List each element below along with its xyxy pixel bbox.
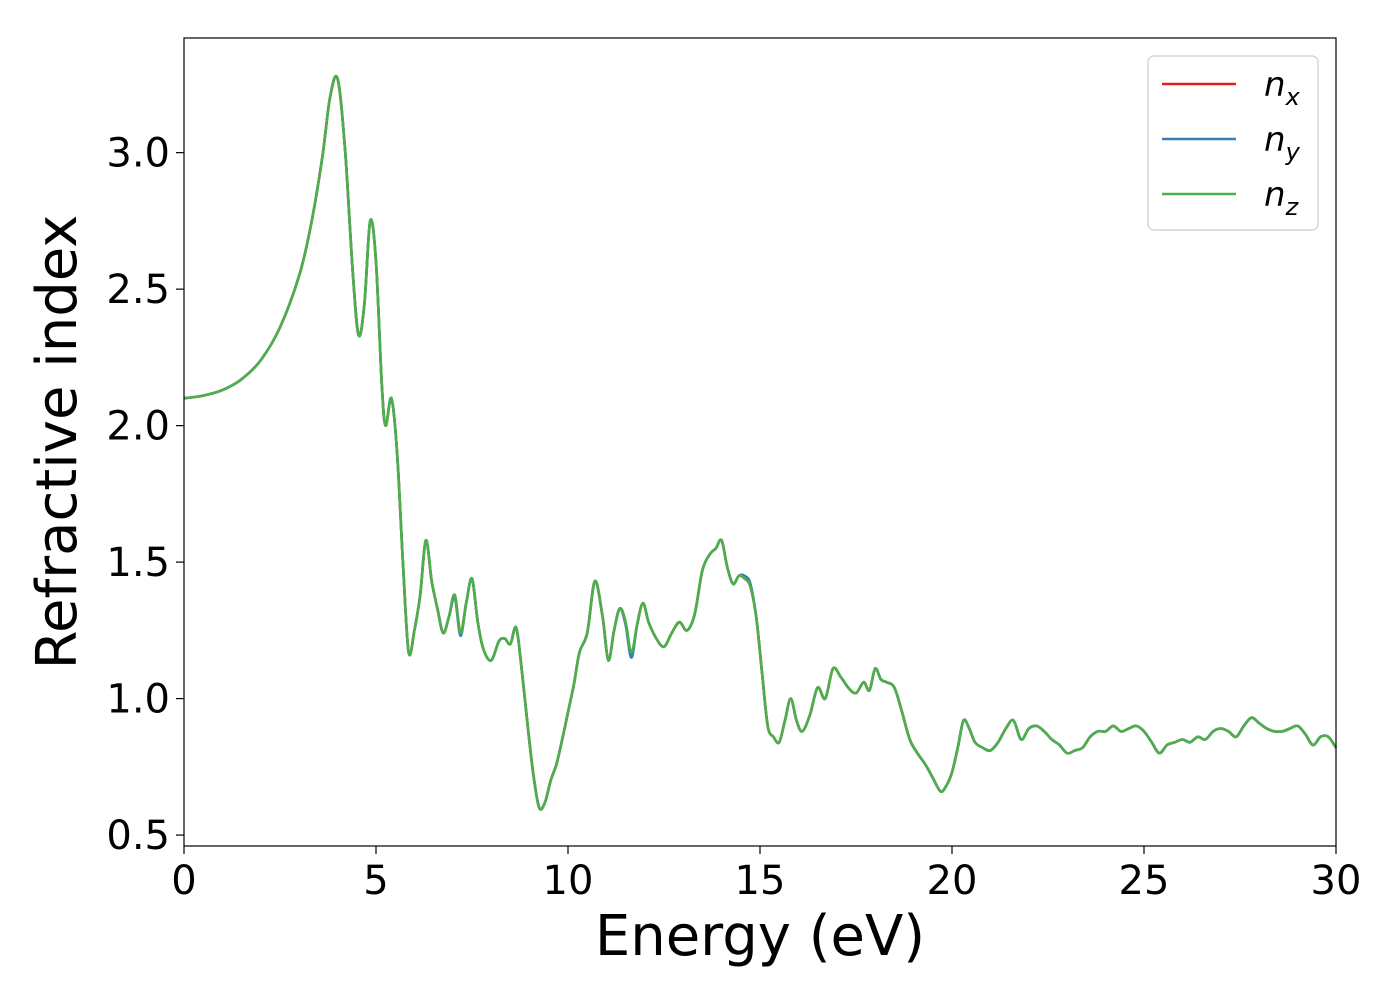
legend-label-n-x: nx	[1264, 65, 1301, 111]
x-axis-label: Energy (eV)	[595, 904, 925, 969]
y-tick-label: 2.5	[106, 267, 170, 313]
y-tick-label: 1.0	[106, 677, 170, 723]
legend: nx ny nz	[1147, 55, 1319, 231]
y-axis-ticks: 0.5 1.0 1.5 2.0 2.5 3.0	[106, 131, 184, 859]
x-tick-label: 10	[543, 858, 594, 904]
y-tick-label: 1.5	[106, 540, 170, 586]
y-tick-label: 2.0	[106, 404, 170, 450]
series-layer	[183, 74, 1338, 811]
series-line-n-z	[183, 74, 1338, 811]
legend-label-n-z: nz	[1264, 175, 1300, 221]
x-tick-label: 30	[1311, 858, 1362, 904]
x-tick-label: 5	[363, 858, 388, 904]
y-tick-label: 0.5	[106, 813, 170, 859]
x-tick-label: 0	[171, 858, 196, 904]
legend-box	[1147, 55, 1319, 231]
x-tick-label: 15	[735, 858, 786, 904]
legend-label-n-y: ny	[1264, 120, 1301, 166]
y-axis-label: Refractive index	[25, 215, 90, 670]
y-tick-label: 3.0	[106, 131, 170, 177]
x-tick-label: 25	[1119, 858, 1170, 904]
x-axis-ticks: 0 5 10 15 20 25 30	[171, 846, 1361, 904]
x-tick-label: 20	[927, 858, 978, 904]
